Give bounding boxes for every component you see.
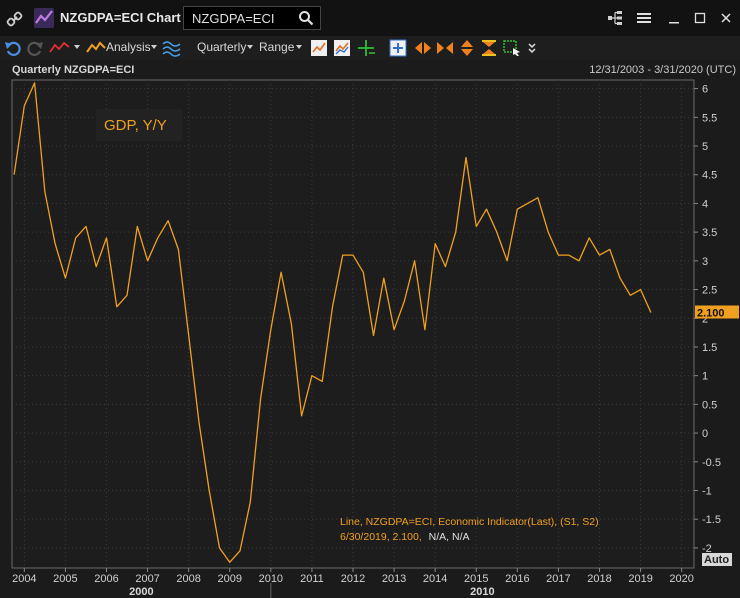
analysis-menu[interactable]: Analysis: [106, 40, 151, 54]
last-value-tag-bg: [695, 305, 739, 319]
chevron-down-icon[interactable]: [74, 45, 80, 49]
zoom-vertical-icon[interactable]: [458, 39, 476, 57]
last-value-text: 2.100: [697, 308, 725, 320]
maximize-icon[interactable]: [692, 10, 708, 26]
crosshair-icon[interactable]: [355, 39, 377, 57]
x-tick-label: 2013: [382, 573, 406, 585]
x-tick-label: 2011: [300, 573, 324, 585]
y-tick-label: 5: [702, 141, 708, 153]
y-tick-label: 5.5: [702, 112, 717, 124]
fit-vertical-icon[interactable]: [480, 39, 498, 57]
decade-label: 2000: [129, 586, 153, 598]
x-tick-label: 2015: [464, 573, 488, 585]
x-tick-label: 2020: [669, 573, 693, 585]
title-bar: NZGDPA=ECI Chart: [0, 0, 740, 37]
zoom-horizontal-icon[interactable]: [414, 39, 432, 57]
close-icon[interactable]: [718, 10, 734, 26]
decade-band: [12, 583, 694, 598]
x-tick-label: 2014: [423, 573, 447, 585]
legend-date-value: 6/30/2019, 2.100,: [340, 531, 422, 543]
x-tick-label: 2010: [259, 573, 283, 585]
y-tick-label: 6: [702, 84, 708, 96]
range-menu[interactable]: Range: [259, 40, 295, 54]
chevron-down-icon[interactable]: [296, 45, 302, 49]
y-axis: 6 5.5 5 4.5 4 3.5 3 2.5 2 1.5 1 0.5 0 -0.5 -1 -1.5 -2: [694, 84, 721, 555]
wave-icon[interactable]: [162, 39, 182, 57]
chart-date-range: 12/31/2003 - 3/31/2020 (UTC): [589, 64, 736, 76]
x-tick-label: 2017: [546, 573, 570, 585]
chevron-down-icon[interactable]: [151, 45, 157, 49]
x-tick-label: 2006: [94, 573, 118, 585]
x-tick-label: 2004: [12, 573, 36, 585]
x-tick-label: 2008: [176, 573, 200, 585]
series-label-box: [96, 109, 182, 141]
decade-label: 2010: [470, 586, 494, 598]
select-region-icon[interactable]: [502, 39, 522, 57]
chart-style-icon[interactable]: [310, 39, 328, 57]
redo-icon[interactable]: [26, 39, 44, 57]
grid-lines: [12, 80, 694, 568]
y-tick-label: -2: [702, 543, 712, 555]
auto-scale-button[interactable]: Auto: [704, 554, 729, 566]
y-tick-label: 3: [702, 256, 708, 268]
gdp-series-line[interactable]: [13, 82, 652, 563]
y-tick-label: -1.5: [702, 514, 721, 526]
hamburger-menu-icon[interactable]: [636, 10, 652, 26]
minimize-icon[interactable]: [666, 10, 682, 26]
link-icon[interactable]: [6, 10, 24, 28]
chart-header: [0, 60, 740, 80]
series-label: GDP, Y/Y: [104, 117, 167, 134]
chart-instrument-name: Quarterly NZGDPA=ECI: [12, 64, 135, 76]
x-tick-label: 2005: [53, 573, 77, 585]
y-tick-label: 2.5: [702, 285, 717, 297]
chart-toolbar: Analysis Quarterly Range: [0, 36, 740, 61]
search-icon[interactable]: [298, 10, 314, 26]
undo-icon[interactable]: [4, 39, 22, 57]
compare-chart-icon[interactable]: [333, 39, 351, 57]
auto-scale-button-bg[interactable]: [702, 553, 732, 566]
x-tick-label: 2016: [505, 573, 529, 585]
interval-menu[interactable]: Quarterly: [197, 40, 247, 54]
y-tick-label: 3.5: [702, 227, 717, 239]
decade-axis: 2000 2010: [129, 583, 495, 598]
y-tick-label: 0: [702, 428, 708, 440]
analysis-icon[interactable]: [86, 39, 106, 57]
y-tick-label: 0.5: [702, 399, 717, 411]
legend-line-1: Line, NZGDPA=ECI, Economic Indicator(Las…: [340, 516, 599, 528]
legend-line-2: 6/30/2019, 2.100, N/A, N/A: [340, 531, 470, 543]
line-chart-type-icon[interactable]: [49, 39, 71, 57]
x-tick-label: 2012: [341, 573, 365, 585]
window-title: NZGDPA=ECI Chart: [60, 10, 181, 25]
x-tick-label: 2019: [628, 573, 652, 585]
chevron-down-icon[interactable]: [247, 45, 253, 49]
more-tools-icon[interactable]: [527, 39, 537, 57]
y-tick-label: -0.5: [702, 457, 721, 469]
add-chart-icon[interactable]: [389, 39, 407, 57]
y-tick-label: 1.5: [702, 342, 717, 354]
y-tick-label: 4: [702, 198, 708, 210]
x-tick-label: 2009: [218, 573, 242, 585]
x-axis: 2004 2005 2006 2007 2008 2009 2010 2011 2012 2013…: [12, 568, 694, 585]
y-tick-label: 1: [702, 371, 708, 383]
x-tick-label: 2007: [135, 573, 159, 585]
y-tick-label: 2: [702, 313, 708, 325]
last-value-tag: 2.100: [695, 305, 739, 320]
fit-horizontal-icon[interactable]: [436, 39, 454, 57]
y-tick-label: -1: [702, 485, 712, 497]
gdp-series[interactable]: [13, 82, 652, 563]
symbol-search-input[interactable]: [183, 6, 321, 30]
tree-menu-icon[interactable]: [607, 10, 623, 26]
y-tick-label: 4.5: [702, 170, 717, 182]
x-tick-label: 2018: [587, 573, 611, 585]
legend-na-values: N/A, N/A: [429, 531, 470, 543]
chart-app-icon: [34, 8, 54, 28]
